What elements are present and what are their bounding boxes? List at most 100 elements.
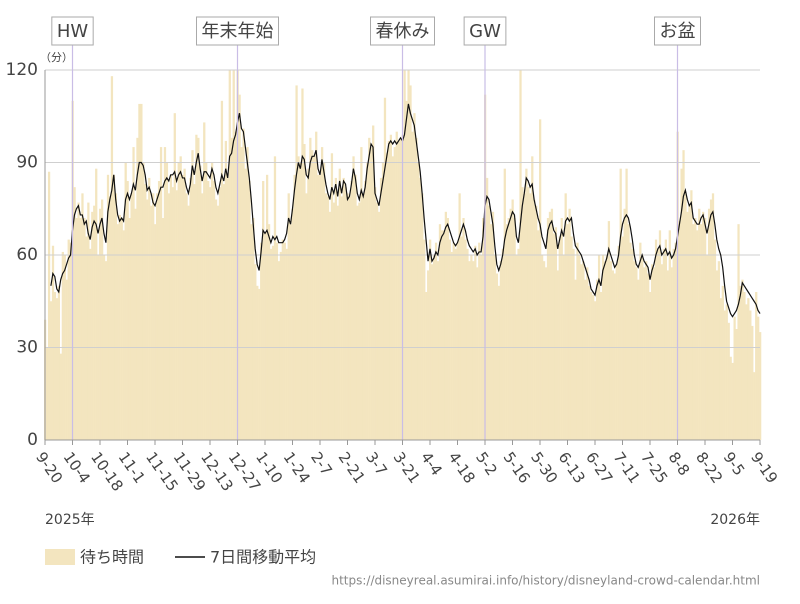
bar — [637, 279, 640, 440]
bar — [660, 264, 664, 440]
bar — [134, 208, 137, 440]
bar — [332, 202, 336, 440]
event-label: 年末年始 — [202, 21, 274, 42]
bar — [405, 100, 408, 440]
bar — [666, 270, 669, 440]
bar — [159, 147, 163, 441]
event-label: HW — [57, 21, 89, 42]
event-label: お盆 — [660, 21, 696, 42]
bar — [497, 285, 501, 440]
bar — [692, 224, 695, 440]
bar — [230, 137, 233, 441]
bar — [694, 218, 697, 440]
bar — [633, 261, 636, 440]
bar — [389, 134, 392, 440]
bar — [440, 230, 444, 440]
bar — [220, 100, 224, 440]
bar — [607, 221, 611, 440]
bar — [751, 325, 754, 440]
bar — [529, 193, 532, 440]
bar — [295, 85, 298, 441]
bar — [391, 156, 394, 441]
bar — [482, 218, 485, 440]
bar — [700, 224, 703, 440]
bar — [383, 97, 387, 440]
y-tick-label: 120 — [6, 60, 38, 80]
bar — [478, 242, 481, 440]
bar — [124, 162, 127, 440]
x-tick-label: 1-24 — [280, 449, 314, 487]
bar — [106, 174, 110, 441]
bar — [686, 211, 689, 440]
bar — [203, 122, 206, 441]
moving-average-line — [50, 103, 761, 318]
bar — [574, 279, 577, 440]
bar — [222, 184, 226, 440]
bar — [136, 137, 139, 441]
bar — [680, 168, 683, 440]
bars — [44, 70, 762, 441]
legend-swatch — [45, 549, 75, 565]
bar — [173, 113, 176, 441]
bar — [226, 177, 229, 440]
bar — [564, 193, 567, 440]
bar — [177, 162, 180, 440]
bar — [635, 267, 638, 440]
bar — [454, 248, 457, 440]
bar — [743, 292, 746, 440]
bar — [370, 147, 373, 441]
bar — [603, 261, 607, 440]
bar — [313, 156, 316, 441]
x-tick-label: 2-21 — [335, 449, 369, 487]
bar — [707, 208, 711, 440]
bar — [65, 279, 68, 440]
bar — [267, 224, 271, 440]
bar — [489, 224, 493, 440]
bar — [739, 285, 742, 440]
bar — [639, 242, 642, 440]
bar — [436, 261, 440, 440]
bar — [340, 196, 343, 440]
bar — [446, 218, 449, 440]
event-box — [196, 16, 279, 46]
bar — [430, 264, 434, 440]
bar — [729, 356, 732, 440]
bar — [197, 137, 200, 441]
bar — [423, 239, 426, 440]
event-label: 春休み — [376, 21, 430, 42]
bar — [617, 245, 620, 440]
bar — [116, 224, 119, 440]
bar — [328, 211, 332, 440]
bar — [252, 218, 255, 440]
bar — [621, 236, 624, 440]
bar — [627, 224, 630, 440]
bar — [650, 264, 654, 440]
bar — [104, 261, 108, 440]
bar — [715, 270, 719, 440]
bar — [57, 285, 61, 440]
bar — [175, 190, 178, 440]
bar — [256, 285, 259, 440]
bar — [438, 224, 442, 440]
bar — [755, 292, 758, 440]
bar — [509, 208, 512, 440]
bar — [399, 137, 402, 441]
x-tick-label: 6-27 — [582, 449, 616, 487]
bar — [99, 208, 102, 440]
bar — [645, 261, 648, 440]
bar — [735, 329, 738, 440]
bar — [51, 245, 55, 440]
x-tick-label: 5-16 — [500, 449, 534, 487]
bar — [487, 205, 491, 440]
bar — [140, 103, 143, 441]
legend-label: 7日間移動平均 — [210, 548, 316, 567]
bar — [501, 248, 504, 440]
bar — [358, 202, 361, 440]
bar — [360, 147, 363, 441]
bar — [464, 239, 467, 440]
bar — [75, 218, 78, 440]
bar — [566, 224, 569, 440]
bar — [623, 208, 626, 440]
bar — [287, 193, 290, 440]
bar — [205, 162, 208, 440]
